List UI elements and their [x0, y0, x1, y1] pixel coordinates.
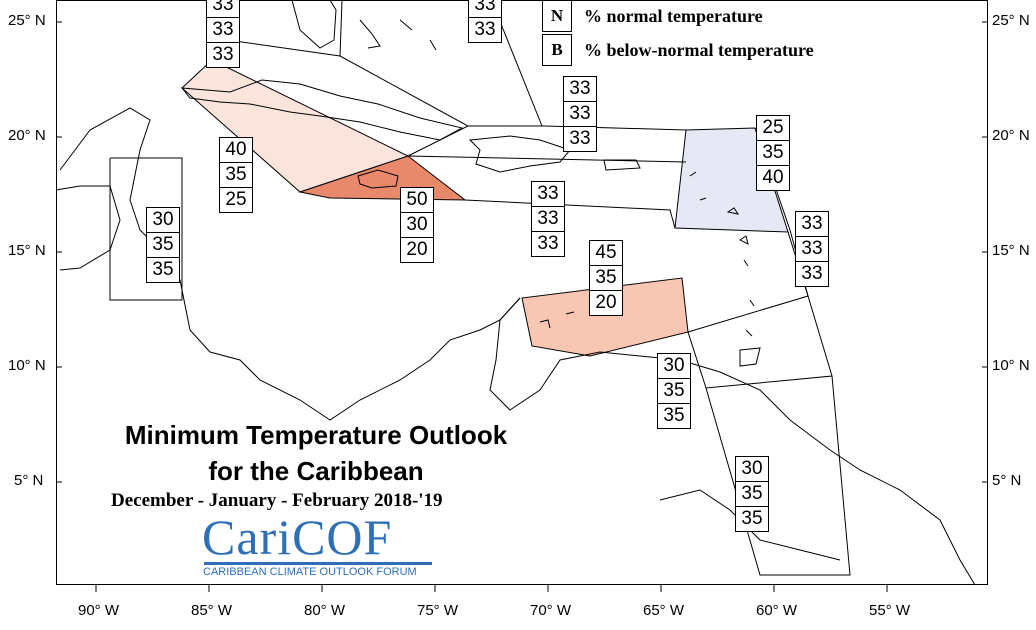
prob-below: 33 — [474, 19, 496, 40]
prob-normal: 33 — [469, 0, 501, 18]
lat-label-right: 20° N — [992, 127, 1030, 144]
prob-below: 35 — [741, 508, 763, 529]
lat-label-left: 20° N — [8, 127, 46, 144]
prob-normal: 35 — [757, 141, 789, 166]
region-western-caribbean-box: 40 35 25 — [219, 137, 253, 213]
legend-normal: N % normal temperature — [542, 0, 763, 32]
legend-label: % normal temperature — [584, 5, 763, 26]
prob-below: 33 — [207, 18, 239, 43]
region-hispaniola-north-box: 33 33 33 — [563, 76, 597, 152]
legend-key: B — [542, 34, 572, 66]
prob-normal: 35 — [736, 482, 768, 507]
prob-above: 50 — [401, 188, 433, 213]
region-belize-box: 30 35 35 — [146, 207, 180, 283]
caricof-logo: CariCOF — [202, 509, 393, 565]
prob-normal: 33 — [796, 237, 828, 262]
prob-above: 45 — [590, 241, 622, 266]
prob-above: 33 — [532, 182, 564, 207]
lon-label: 70° W — [530, 602, 572, 619]
map-title-line1: Minimum Temperature Outlook — [124, 420, 508, 450]
lon-label: 55° W — [869, 602, 911, 619]
prob-below: 35 — [663, 405, 685, 426]
lat-label-right: 5° N — [992, 472, 1022, 489]
prob-above: 33 — [564, 77, 596, 102]
caricof-tagline: CARIBBEAN CLIMATE OUTLOOK FORUM — [203, 566, 417, 578]
prob-above: 33 — [796, 212, 828, 237]
axis-ticks — [56, 21, 988, 592]
prob-above: 30 — [147, 208, 179, 233]
lat-label-left: 15° N — [8, 242, 46, 259]
prob-above: 30 — [736, 457, 768, 482]
map-title-line2: for the Caribbean — [208, 456, 424, 486]
lon-label: 85° W — [191, 602, 233, 619]
prob-below: 20 — [406, 239, 428, 260]
region-windward-islands-box: 33 33 33 — [795, 211, 829, 287]
prob-below: 33 — [569, 128, 591, 149]
lat-label-right: 25° N — [992, 12, 1030, 29]
logo-bar — [204, 562, 432, 565]
lat-label-left: 10° N — [8, 357, 46, 374]
region-central-caribbean-box: 33 33 33 — [531, 181, 565, 257]
prob-normal: 35 — [147, 233, 179, 258]
region-leeward-islands-box: 25 35 40 — [756, 115, 790, 191]
region-abc-fill — [521, 277, 689, 357]
lat-label-right: 15° N — [992, 242, 1030, 259]
region-trinidad-tobago-box: 30 35 35 — [657, 353, 691, 429]
prob-normal: 33 — [564, 102, 596, 127]
map-subtitle: December - January - February 2018-'19 — [111, 490, 443, 511]
region-bahamas-north-box: 33 33 33 — [206, 0, 240, 68]
lon-label: 75° W — [417, 602, 459, 619]
prob-below: 33 — [801, 263, 823, 284]
region-abc-islands-box: 45 35 20 — [589, 240, 623, 316]
lon-label: 60° W — [756, 602, 798, 619]
prob-above: 40 — [220, 138, 252, 163]
prob-normal: 35 — [220, 163, 252, 188]
legend-label: % below-normal temperature — [584, 39, 814, 60]
prob-below: 33 — [212, 44, 234, 65]
prob-normal: 33 — [207, 0, 239, 18]
lon-label: 65° W — [643, 602, 685, 619]
lon-label: 90° W — [78, 602, 120, 619]
prob-below: 20 — [595, 292, 617, 313]
lon-label: 80° W — [304, 602, 346, 619]
prob-below: 40 — [762, 167, 784, 188]
lat-label-right: 10° N — [992, 357, 1030, 374]
prob-below: 33 — [537, 233, 559, 254]
legend-below: B % below-normal temperature — [542, 34, 814, 66]
prob-normal: 35 — [590, 266, 622, 291]
prob-normal: 33 — [532, 207, 564, 232]
legend-key: N — [542, 0, 572, 32]
region-jamaica-box: 50 30 20 — [400, 187, 434, 263]
region-guianas-box: 30 35 35 — [735, 456, 769, 532]
prob-below: 35 — [152, 259, 174, 280]
prob-above: 30 — [658, 354, 690, 379]
prob-above: 25 — [757, 116, 789, 141]
lat-label-left: 25° N — [8, 12, 46, 29]
lat-label-left: 5° N — [14, 472, 44, 489]
prob-normal: 30 — [401, 213, 433, 238]
region-turks-caicos-box: 33 33 — [468, 0, 502, 43]
prob-below: 25 — [225, 189, 247, 210]
prob-normal: 35 — [658, 379, 690, 404]
